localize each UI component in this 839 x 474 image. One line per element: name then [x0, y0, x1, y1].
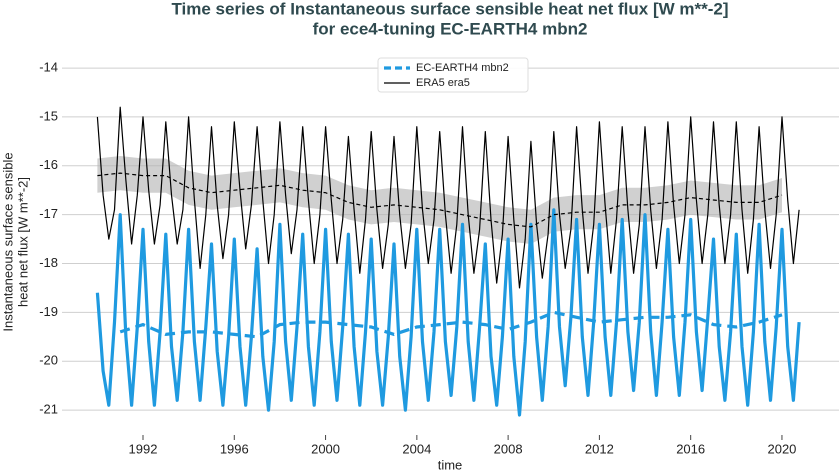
y-axis-label: Instantaneous surface sensible — [0, 152, 15, 331]
series-line — [95, 208, 801, 417]
y-tick-label: -18 — [39, 255, 58, 270]
y-tick-label: -16 — [39, 157, 58, 172]
x-tick-label: 1996 — [220, 441, 249, 456]
mean-line — [97, 172, 783, 228]
x-tick-label: 2012 — [585, 441, 614, 456]
chart-title: for ece4-tuning EC-EARTH4 mbn2 — [313, 19, 588, 38]
legend-box — [377, 57, 529, 93]
x-tick-label: 2020 — [767, 441, 796, 456]
x-tick-label: 2000 — [311, 441, 340, 456]
x-tick-label: 1992 — [129, 441, 158, 456]
y-tick-label: -21 — [39, 402, 58, 417]
y-tick-label: -15 — [39, 108, 58, 123]
chart-title: Time series of Instantaneous surface sen… — [171, 0, 728, 18]
y-tick-label: -19 — [39, 304, 58, 319]
y-tick-label: -20 — [39, 353, 58, 368]
mean-band — [97, 156, 782, 244]
x-axis-label: time — [438, 457, 463, 472]
series-line — [96, 106, 800, 289]
legend-label: EC-EARTH4 mbn2 — [416, 62, 509, 74]
x-tick-label: 2004 — [402, 441, 431, 456]
y-tick-label: -17 — [39, 206, 58, 221]
x-tick-label: 2008 — [494, 441, 523, 456]
y-axis-label: heat net flux [W m**-2] — [15, 177, 30, 307]
x-tick-label: 2016 — [676, 441, 705, 456]
legend-label: ERA5 era5 — [416, 77, 470, 89]
mean-line — [119, 310, 783, 339]
y-tick-label: -14 — [39, 60, 58, 75]
